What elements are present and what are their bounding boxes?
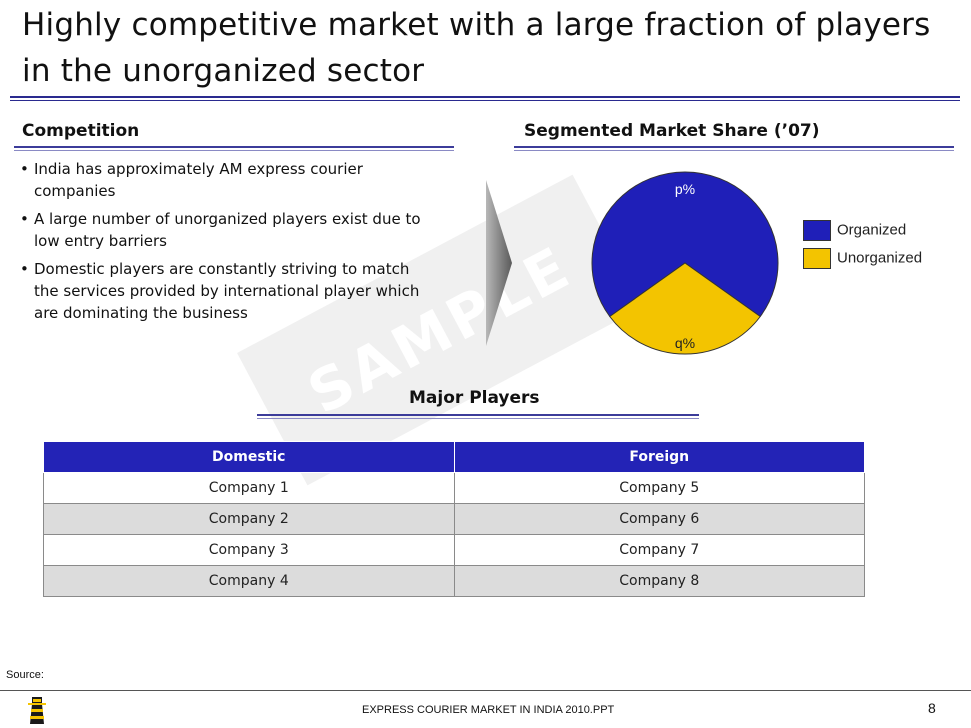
major-players-underline (257, 414, 699, 419)
title-divider (10, 96, 960, 101)
bullet-item: • India has approximately AM express cou… (18, 158, 438, 202)
competition-underline (14, 146, 454, 151)
table-row: Company 4 Company 8 (43, 565, 865, 597)
bullet-text: India has approximately AM express couri… (34, 160, 363, 200)
pie-slice-label: q% (675, 335, 695, 351)
major-players-heading: Major Players (409, 388, 540, 408)
table-cell: Company 8 (453, 565, 865, 597)
bullet-text: Domestic players are constantly striving… (34, 260, 420, 322)
bullet-dot-icon: • (20, 160, 29, 178)
market-share-heading: Segmented Market Share (’07) (524, 121, 820, 141)
market-share-pie-chart: p% q% (591, 171, 779, 355)
footer-filename: EXPRESS COURIER MARKET IN INDIA 2010.PPT (362, 704, 615, 716)
legend-label-organized: Organized (837, 221, 907, 239)
legend-swatch-unorganized (803, 248, 831, 269)
section-arrow-icon (486, 180, 512, 346)
column-header-domestic: Domestic (43, 441, 455, 473)
pie-slice-label: p% (675, 181, 695, 197)
pie-slice-organized (591, 171, 779, 318)
table-header-row: Domestic Foreign (43, 441, 865, 473)
table-cell: Company 7 (453, 534, 865, 566)
table-cell: Company 3 (43, 534, 455, 566)
table-row: Company 3 Company 7 (43, 534, 865, 566)
table-cell: Company 4 (43, 565, 455, 597)
major-players-table: Domestic Foreign Company 1 Company 5 Com… (43, 441, 865, 597)
legend-unorganized: Unorganized (803, 248, 922, 269)
competition-bullets: • India has approximately AM express cou… (18, 158, 438, 330)
legend-organized: Organized (803, 220, 906, 241)
table-cell: Company 5 (453, 472, 865, 504)
pie-slice-unorganized (609, 262, 761, 355)
competition-heading: Competition (22, 121, 140, 141)
source-label: Source: (6, 669, 44, 681)
lighthouse-logo-icon (28, 697, 46, 724)
table-cell: Company 2 (43, 503, 455, 535)
table-row: Company 1 Company 5 (43, 472, 865, 504)
table-row: Company 2 Company 6 (43, 503, 865, 535)
footer-divider (0, 690, 971, 691)
legend-label-unorganized: Unorganized (837, 249, 923, 267)
bullet-text: A large number of unorganized players ex… (34, 210, 421, 250)
page-number: 8 (928, 700, 936, 716)
legend-swatch-organized (803, 220, 831, 241)
table-cell: Company 1 (43, 472, 455, 504)
bullet-dot-icon: • (20, 210, 29, 228)
bullet-item: • Domestic players are constantly strivi… (18, 258, 438, 324)
column-header-foreign: Foreign (453, 441, 865, 473)
bullet-item: • A large number of unorganized players … (18, 208, 438, 252)
bullet-dot-icon: • (20, 260, 29, 278)
slide-title: Highly competitive market with a large f… (22, 7, 931, 89)
market-share-underline (514, 146, 954, 151)
table-cell: Company 6 (453, 503, 865, 535)
